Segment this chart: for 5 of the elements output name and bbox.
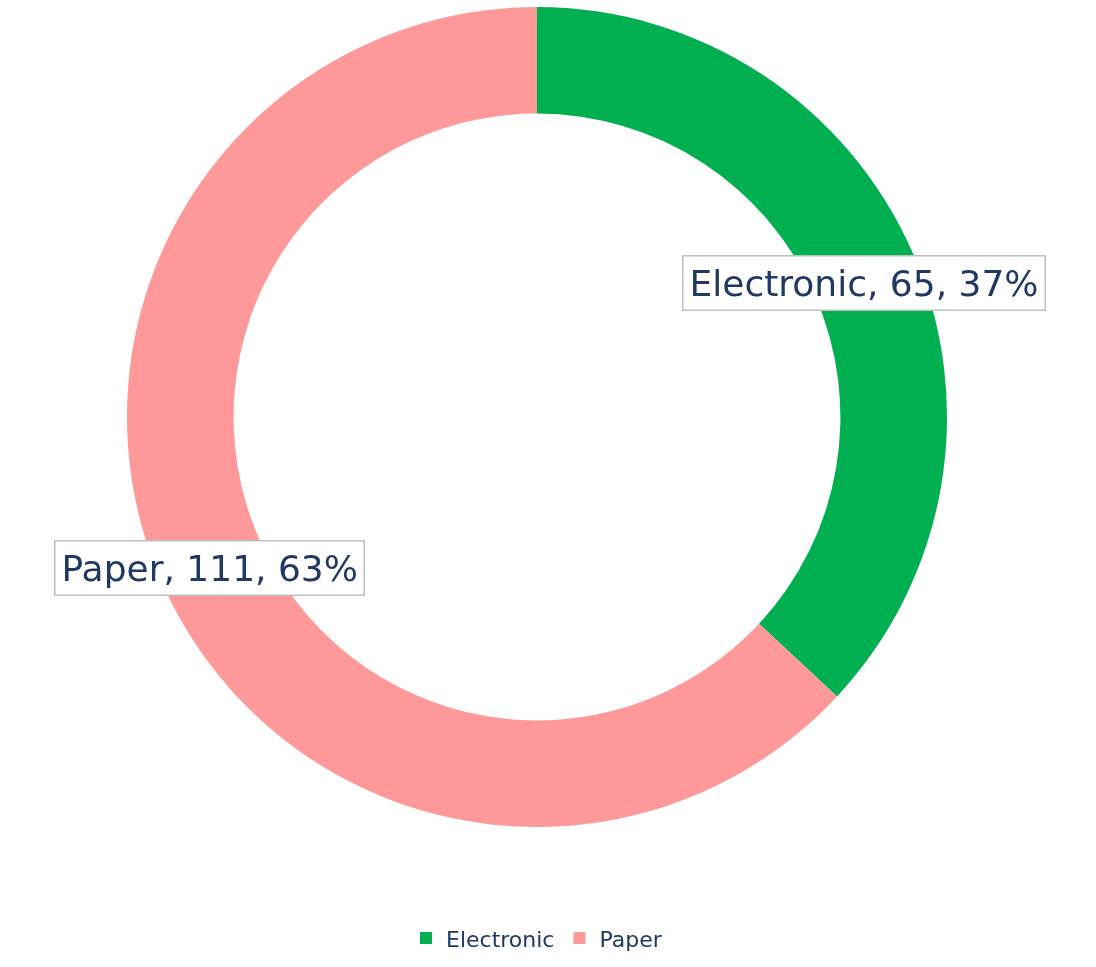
- data-label: Electronic, 65, 37%: [689, 262, 1039, 304]
- legend-label: Electronic: [446, 926, 555, 952]
- data-label: Paper, 111, 63%: [61, 547, 358, 589]
- legend-label: Paper: [599, 926, 663, 952]
- donut-slice: [537, 7, 947, 697]
